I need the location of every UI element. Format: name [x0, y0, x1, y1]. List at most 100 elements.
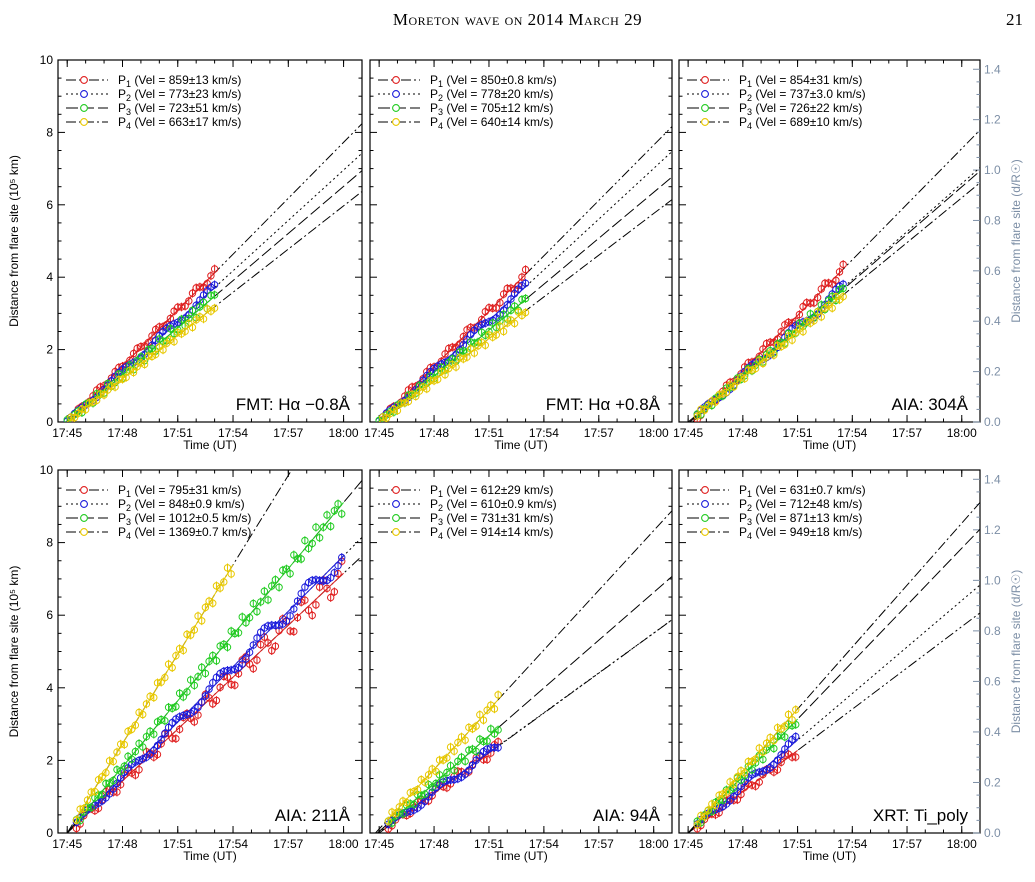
legend-label: P2 (Vel = 737±3.0 km/s)	[739, 87, 866, 103]
data-point	[490, 705, 499, 713]
data-point	[253, 607, 261, 616]
data-point	[733, 773, 742, 781]
data-point	[773, 766, 782, 774]
data-point	[120, 740, 129, 749]
right-tick-label: 1.0	[984, 573, 1001, 587]
legend-label: P3 (Vel = 705±12 km/s)	[430, 101, 553, 117]
data-point	[268, 646, 276, 655]
y-tick-label: 4	[46, 270, 53, 284]
data-point	[207, 272, 215, 280]
data-point	[759, 748, 767, 756]
data-point	[131, 771, 140, 779]
x-axis-label: Time (UT)	[803, 849, 857, 863]
data-point	[312, 523, 320, 531]
y-tick-label: 8	[46, 125, 53, 139]
chart-panel: 17:45 17:48 17:51 17:54 17:57 18:00 Time (UT) 0…	[40, 53, 363, 452]
data-point	[711, 398, 720, 406]
fit-line	[377, 619, 672, 833]
data-point	[199, 298, 208, 307]
data-point	[792, 732, 800, 741]
data-point	[412, 392, 420, 401]
data-point	[201, 669, 210, 678]
data-point	[499, 327, 508, 336]
data-point	[223, 564, 232, 572]
y-tick-label: 2	[46, 753, 53, 767]
right-tick-label: 0.4	[984, 725, 1001, 739]
data-point	[499, 310, 508, 319]
legend-marker	[80, 104, 88, 112]
legend-label: P1 (Vel = 854±31 km/s)	[739, 73, 862, 89]
x-tick-label: 18:00	[639, 426, 669, 440]
data-point	[700, 406, 709, 414]
data-point	[301, 536, 309, 545]
data-point	[472, 756, 480, 764]
data-point	[245, 660, 254, 668]
data-point	[450, 747, 458, 755]
data-point	[109, 757, 117, 766]
data-point	[330, 507, 339, 515]
data-point	[454, 738, 462, 747]
data-point	[153, 741, 162, 750]
data-point	[402, 798, 411, 807]
chart-panel: 17:45 17:48 17:51 17:54 17:57 18:00 Time (UT) 0…	[40, 463, 363, 863]
data-point	[319, 523, 328, 531]
data-point	[832, 276, 840, 285]
data-point	[181, 302, 189, 310]
data-point	[788, 336, 796, 344]
data-point	[395, 803, 403, 811]
data-point	[209, 678, 217, 687]
legend-marker	[392, 90, 400, 98]
data-point	[521, 308, 530, 317]
data-point	[476, 711, 484, 719]
data-point	[481, 341, 490, 349]
data-point	[722, 788, 731, 796]
data-point	[751, 755, 760, 763]
data-point	[472, 722, 480, 730]
data-point	[282, 617, 291, 625]
data-point	[496, 322, 504, 330]
data-point	[441, 371, 449, 379]
data-point	[817, 313, 825, 321]
left-axis-label: Distance from flare site (10⁵ km)	[7, 566, 21, 738]
data-point	[271, 576, 280, 584]
data-point	[813, 293, 822, 302]
legend-label: P2 (Vel = 848±0.9 km/s)	[118, 497, 245, 513]
data-point	[446, 762, 455, 770]
data-point	[227, 570, 235, 578]
x-tick-label: 17:48	[419, 837, 449, 851]
right-axis-label: Distance from flare site (d/R☉)	[1009, 159, 1023, 322]
data-point	[461, 736, 469, 744]
data-point	[792, 705, 800, 714]
x-tick-label: 17:51	[163, 426, 193, 440]
right-tick-label: 0.6	[984, 264, 1001, 278]
x-tick-label: 17:48	[728, 426, 758, 440]
legend-marker	[392, 76, 400, 84]
right-tick-label: 1.2	[984, 523, 1001, 537]
legend-marker	[701, 90, 709, 98]
data-point	[312, 601, 320, 609]
data-point	[157, 735, 165, 744]
data-point	[249, 641, 257, 649]
data-point	[210, 304, 219, 312]
data-point	[784, 710, 793, 719]
data-point	[188, 306, 197, 315]
data-point	[148, 332, 156, 340]
data-point	[205, 685, 213, 693]
data-point	[759, 345, 767, 353]
data-point	[87, 803, 95, 812]
data-point	[496, 298, 504, 307]
panel-label: FMT: Hα +0.8Å	[546, 395, 661, 414]
data-point	[209, 599, 217, 607]
data-point	[781, 733, 789, 741]
x-axis-label: Time (UT)	[803, 438, 857, 452]
data-point	[465, 766, 473, 774]
data-point	[177, 315, 186, 323]
data-point	[740, 769, 749, 777]
data-point	[828, 304, 836, 312]
data-point	[220, 578, 228, 586]
data-point	[323, 511, 331, 519]
data-point	[142, 732, 151, 741]
legend-label: P3 (Vel = 726±22 km/s)	[739, 101, 862, 117]
data-point	[773, 756, 782, 764]
data-point	[483, 755, 491, 764]
